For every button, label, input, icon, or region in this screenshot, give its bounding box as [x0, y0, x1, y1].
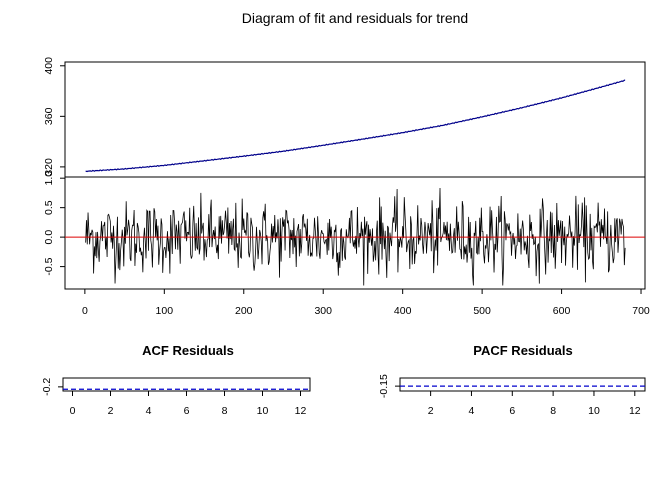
residuals-x-tick-label: 0: [82, 305, 88, 317]
residuals-x-tick-label: 200: [235, 305, 253, 317]
residuals-x-tick-label: 600: [553, 305, 571, 317]
trend-y-tick-label: 360: [43, 107, 55, 125]
residuals-frame: [64, 176, 646, 290]
pacf-x-tick-label: 10: [588, 405, 600, 417]
trend-line: [85, 79, 626, 173]
pacf-panel: PACF Residuals -0.15 2 4 6 8 10 12: [378, 343, 646, 417]
acf-y-axis: -0.2: [41, 378, 63, 396]
pacf-frame: [399, 377, 646, 392]
pacf-x-tick-label: 4: [469, 405, 475, 417]
trend-panel: 320 360 400: [43, 57, 646, 178]
acf-x-tick-label: 10: [257, 405, 269, 417]
residuals-x-tick-label: 100: [156, 305, 174, 317]
residuals-x-tick-label: 700: [632, 305, 650, 317]
acf-x-tick-label: 2: [108, 405, 114, 417]
pacf-title: PACF Residuals: [473, 343, 572, 358]
residuals-x-tick-label: 400: [394, 305, 412, 317]
acf-x-tick-label: 0: [70, 405, 76, 417]
residuals-y-axis: -0.5 0.0 0.5 1.0: [43, 171, 65, 276]
acf-x-tick-label: 12: [295, 405, 307, 417]
acf-x-tick-label: 6: [184, 405, 190, 417]
residuals-y-tick-label: -0.5: [43, 257, 55, 275]
acf-x-axis: 0 2 4 6 8 10 12: [70, 391, 307, 417]
trend-y-axis: 320 360 400: [43, 57, 65, 176]
pacf-y-tick-label: -0.15: [378, 374, 390, 398]
pacf-x-axis: 2 4 6 8 10 12: [428, 391, 641, 417]
residuals-y-tick-label: 0.0: [43, 230, 55, 245]
acf-x-tick-label: 4: [146, 405, 152, 417]
acf-title: ACF Residuals: [142, 343, 234, 358]
figure-title: Diagram of fit and residuals for trend: [242, 10, 468, 26]
pacf-x-tick-label: 2: [428, 405, 434, 417]
pacf-x-tick-label: 8: [550, 405, 556, 417]
residuals-panel: -0.5 0.0 0.5 1.0 0 100 200 300 400 500 600 700: [43, 171, 650, 317]
residuals-x-axis: 0 100 200 300 400 500 600 700: [82, 289, 650, 317]
trend-frame: [64, 61, 646, 178]
acf-y-tick-label: -0.2: [41, 378, 53, 396]
pacf-y-axis: -0.15: [378, 374, 400, 398]
pacf-x-tick-label: 12: [629, 405, 641, 417]
trend-y-tick-label: 320: [43, 158, 55, 176]
acf-panel: ACF Residuals -0.2 0 2 4 6 8 10 12: [41, 343, 311, 417]
trend-y-tick-label: 400: [43, 57, 55, 75]
residuals-line: [85, 188, 626, 286]
residuals-x-tick-label: 300: [314, 305, 332, 317]
residuals-y-tick-label: 0.5: [43, 200, 55, 215]
acf-x-tick-label: 8: [222, 405, 228, 417]
residuals-x-tick-label: 500: [473, 305, 491, 317]
pacf-x-tick-label: 6: [509, 405, 515, 417]
residuals-y-tick-label: 1.0: [43, 171, 55, 186]
